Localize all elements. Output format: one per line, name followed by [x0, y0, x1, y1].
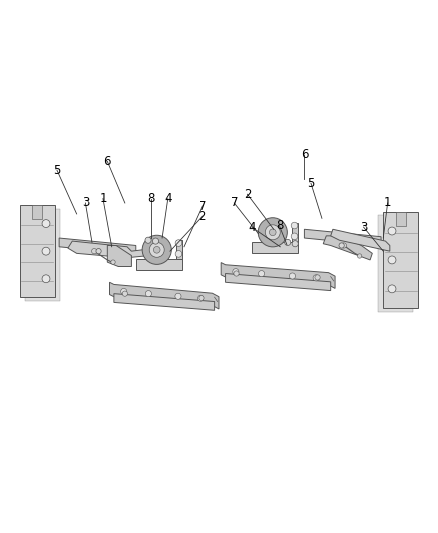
- Circle shape: [152, 238, 159, 244]
- Polygon shape: [20, 205, 55, 297]
- Circle shape: [315, 275, 320, 280]
- Circle shape: [258, 271, 265, 277]
- Circle shape: [175, 293, 181, 300]
- Circle shape: [258, 218, 287, 247]
- Polygon shape: [25, 209, 60, 301]
- Polygon shape: [176, 240, 182, 259]
- Circle shape: [145, 290, 152, 297]
- Polygon shape: [32, 205, 42, 219]
- Text: 7: 7: [230, 197, 238, 209]
- Circle shape: [269, 229, 276, 236]
- Circle shape: [339, 243, 344, 248]
- Text: 1: 1: [99, 192, 107, 205]
- Circle shape: [199, 295, 204, 301]
- Circle shape: [291, 233, 298, 240]
- Text: 8: 8: [148, 192, 155, 205]
- Circle shape: [122, 291, 127, 296]
- Text: 8: 8: [276, 219, 283, 232]
- Circle shape: [42, 220, 50, 228]
- Circle shape: [265, 225, 280, 240]
- Text: 6: 6: [103, 155, 111, 168]
- Circle shape: [92, 248, 97, 254]
- Polygon shape: [331, 229, 390, 251]
- Text: 4: 4: [248, 221, 256, 233]
- Circle shape: [290, 273, 296, 279]
- Circle shape: [313, 274, 319, 281]
- Circle shape: [357, 254, 362, 258]
- Polygon shape: [252, 242, 298, 253]
- Circle shape: [42, 275, 50, 282]
- Text: 3: 3: [360, 221, 367, 233]
- Circle shape: [96, 248, 101, 254]
- Circle shape: [285, 239, 291, 246]
- Text: 7: 7: [198, 199, 206, 213]
- Text: 6: 6: [300, 148, 308, 161]
- Polygon shape: [396, 212, 406, 226]
- Polygon shape: [226, 273, 331, 290]
- Circle shape: [42, 247, 50, 255]
- Text: 4: 4: [164, 192, 172, 205]
- Text: 3: 3: [82, 197, 89, 209]
- Polygon shape: [107, 246, 131, 266]
- Circle shape: [149, 243, 164, 257]
- Circle shape: [142, 235, 171, 264]
- Polygon shape: [68, 241, 149, 258]
- Polygon shape: [59, 238, 136, 254]
- Text: 1: 1: [384, 197, 392, 209]
- Polygon shape: [378, 215, 413, 312]
- Circle shape: [121, 288, 127, 295]
- Circle shape: [388, 256, 396, 264]
- Circle shape: [341, 243, 346, 248]
- Polygon shape: [383, 212, 418, 308]
- Text: 2: 2: [244, 188, 251, 201]
- Circle shape: [233, 269, 239, 274]
- Polygon shape: [304, 229, 381, 246]
- Circle shape: [175, 251, 182, 257]
- Circle shape: [291, 222, 298, 229]
- Circle shape: [198, 295, 204, 301]
- Circle shape: [234, 271, 239, 276]
- Circle shape: [175, 240, 182, 246]
- Polygon shape: [221, 263, 335, 288]
- Circle shape: [145, 237, 151, 243]
- Circle shape: [111, 260, 115, 264]
- Circle shape: [292, 241, 298, 247]
- Polygon shape: [292, 223, 298, 242]
- Text: 5: 5: [53, 164, 60, 176]
- Circle shape: [388, 227, 396, 235]
- Text: 5: 5: [307, 177, 314, 190]
- Polygon shape: [323, 236, 372, 260]
- Circle shape: [388, 285, 396, 293]
- Circle shape: [153, 246, 160, 253]
- Polygon shape: [110, 282, 219, 309]
- Text: 2: 2: [198, 209, 206, 223]
- Polygon shape: [114, 294, 215, 310]
- Polygon shape: [136, 259, 182, 270]
